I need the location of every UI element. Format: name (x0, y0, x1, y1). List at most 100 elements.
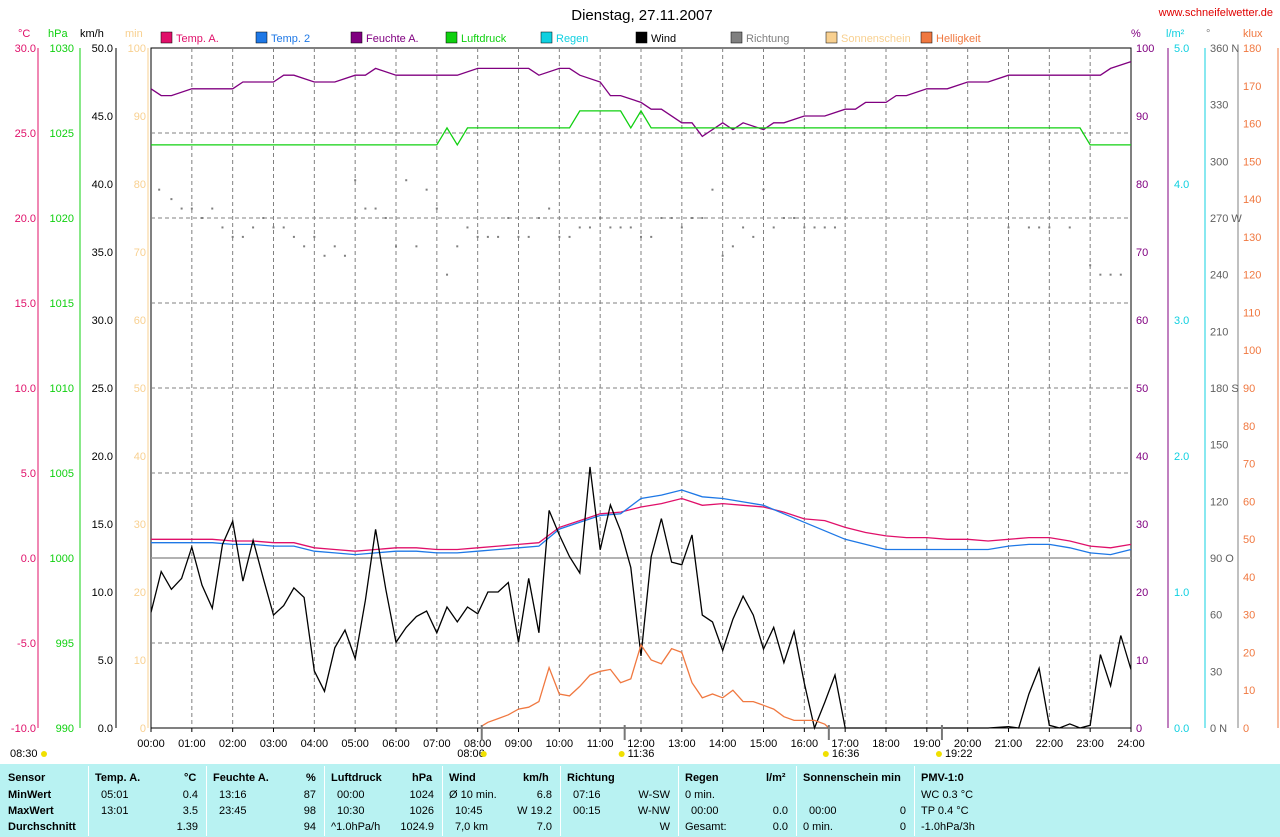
richtung-point (680, 226, 683, 229)
sun-marker-label: 11:36 (628, 748, 655, 760)
stats-temp-max-time: 13:01 (101, 805, 129, 817)
richtung-point (333, 245, 336, 248)
lm2-tick-label: 3.0 (1174, 315, 1189, 327)
stats-richtung-min-time: 07:16 (573, 789, 601, 801)
richtung-point (1007, 226, 1010, 229)
stats-divider (560, 766, 561, 836)
legend-label-luftdruck: Luftdruck (461, 33, 507, 45)
hpa-tick-label: 990 (56, 723, 74, 735)
stats-luftdruck-min-val: 1024 (409, 789, 434, 801)
richtung-point (282, 226, 285, 229)
stats-feuchte-max-time: 23:45 (219, 805, 247, 817)
richtung-point (435, 207, 438, 210)
sun-icon (935, 751, 942, 757)
stats-richtung-avg: W (659, 821, 670, 833)
sun-markers: 08:30 08:06 11:36 16:36 19:22 (10, 725, 972, 760)
richtung-point (201, 217, 204, 219)
legend-label-temp-2: Temp. 2 (271, 33, 310, 45)
tick-labels: 30.025.020.015.010.05.00.0-5.0-10.010301… (11, 43, 1261, 750)
sun-icon (618, 751, 625, 757)
deg-tick-label: 0 N (1210, 723, 1227, 735)
richtung-point (374, 207, 377, 210)
richtung-point (833, 226, 836, 229)
temp-tick-label: 30.0 (15, 43, 36, 55)
stats-temp-avg: 1.39 (176, 821, 198, 833)
kmh-tick-label: 30.0 (92, 315, 113, 327)
time-tick-label: 00:00 (137, 738, 165, 750)
series-line-luftdruck (151, 109, 1131, 147)
klux-tick-label: 110 (1243, 307, 1261, 319)
site-url[interactable]: www.schneifelwetter.de (1158, 7, 1273, 19)
legend-swatch-feuchte (350, 31, 363, 44)
stats-richtung-min-val: W-SW (638, 789, 670, 801)
klux-tick-label: 140 (1243, 194, 1261, 206)
temp-tick-label: 15.0 (15, 298, 36, 310)
stats-luftdruck-header: Luftdruck (331, 772, 382, 784)
stats-regen-total-label: Gesamt: (685, 821, 727, 833)
legend-label-helligkeit: Helligkeit (936, 33, 981, 45)
richtung-point (158, 188, 161, 191)
klux-tick-label: 100 (1243, 345, 1261, 357)
legend-swatch-temp-2 (255, 31, 268, 44)
stats-wind-min-label: Ø 10 min. (449, 789, 497, 801)
richtung-point (578, 226, 581, 229)
richtung-point (793, 217, 796, 219)
richtung-point (1068, 226, 1071, 229)
richtung-point (405, 179, 408, 182)
stats-divider (442, 766, 443, 836)
richtung-point (507, 217, 510, 219)
stats-luftdruck-max-time: 10:30 (337, 805, 365, 817)
deg-tick-label: 150 (1210, 440, 1228, 452)
pct-tick-label: 30 (1136, 519, 1148, 531)
pct-tick-label: 80 (1136, 179, 1148, 191)
klux-tick-label: 160 (1243, 119, 1261, 131)
sun-marker-label: 08:30 (10, 748, 38, 760)
unit-kmh: km/h (80, 28, 104, 40)
time-tick-label: 05:00 (341, 738, 369, 750)
pct-tick-label: 0 (1136, 723, 1142, 735)
stats-wind-min-val: 6.8 (536, 789, 552, 801)
sun-marker-label: 08:06 (457, 748, 485, 760)
stats-feuchte-min-time: 13:16 (219, 789, 247, 801)
legend-label-sonnenschein: Sonnenschein (841, 33, 911, 45)
legend-label-richtung: Richtung (746, 33, 789, 45)
deg-tick-label: 30 (1210, 666, 1222, 678)
richtung-point (1099, 273, 1102, 276)
richtung-point (803, 226, 806, 229)
min-tick-label: 50 (134, 383, 146, 395)
deg-tick-label: 60 (1210, 610, 1222, 622)
hpa-tick-label: 1020 (50, 213, 74, 225)
min-tick-label: 60 (134, 315, 146, 327)
time-tick-label: 13:00 (668, 738, 696, 750)
richtung-point (313, 235, 316, 238)
richtung-point (180, 207, 183, 210)
richtung-point (221, 226, 224, 229)
time-tick-label: 24:00 (1117, 738, 1145, 750)
time-tick-label: 14:00 (709, 738, 737, 750)
lm2-tick-label: 1.0 (1174, 587, 1189, 599)
richtung-point (670, 217, 673, 219)
time-tick-label: 18:00 (872, 738, 900, 750)
klux-tick-label: 0 (1243, 723, 1249, 735)
richtung-point (497, 235, 500, 238)
legend-label-temp-a: Temp. A. (176, 33, 219, 45)
kmh-tick-label: 50.0 (92, 43, 113, 55)
stats-pmv-header: PMV-1:0 (921, 772, 964, 784)
kmh-tick-label: 10.0 (92, 587, 113, 599)
stats-regen-max-val: 0.0 (772, 805, 788, 817)
unit-lm2: l/m² (1166, 28, 1185, 40)
stats-regen-total: 0.0 (772, 821, 788, 833)
hpa-tick-label: 1010 (50, 383, 74, 395)
stats-feuchte-unit: % (306, 772, 316, 784)
time-tick-label: 07:00 (423, 738, 451, 750)
stats-wind-unit: km/h (523, 772, 549, 784)
time-tick-label: 10:00 (546, 738, 574, 750)
richtung-point (588, 226, 591, 229)
temp-tick-label: -5.0 (17, 638, 36, 650)
klux-tick-label: 30 (1243, 610, 1255, 622)
legend-swatch-temp-a (160, 31, 173, 44)
stats-avg-label: Durchschnitt (8, 821, 76, 833)
series-line-temp_2 (151, 489, 1132, 556)
stats-divider (324, 766, 325, 836)
richtung-point (343, 254, 346, 257)
